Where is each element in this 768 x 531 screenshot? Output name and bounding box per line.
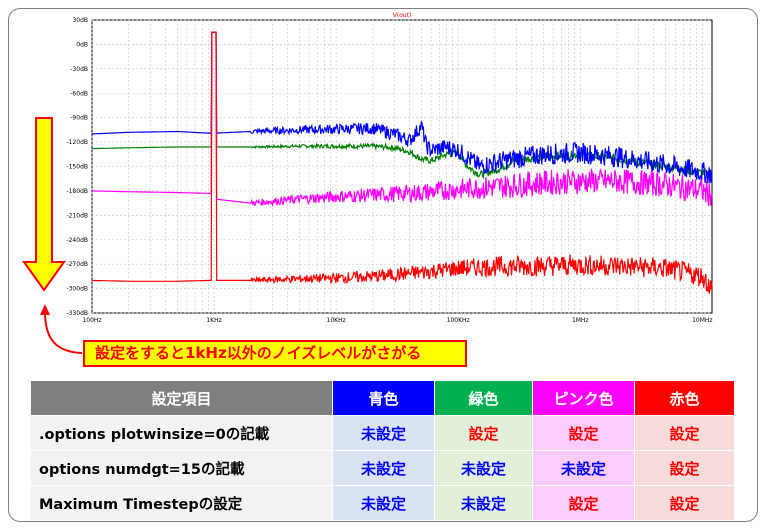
y-tick-label: 0dB (76, 41, 88, 48)
header-pink: ピンク色 (532, 380, 635, 416)
table-cell: 設定 (532, 485, 635, 521)
y-tick-label: -210dB (66, 212, 88, 219)
y-tick-label: -60dB (70, 90, 88, 97)
x-tick-label: 100Hz (82, 317, 101, 324)
y-tick-label: -330dB (66, 310, 88, 317)
table-header-row: 設定項目 青色 緑色 ピンク色 赤色 (30, 380, 735, 416)
down-arrow-icon (22, 117, 66, 292)
series-line (92, 31, 713, 208)
header-red: 赤色 (634, 380, 735, 416)
row-label: options numdgt=15の記載 (30, 450, 333, 486)
table-cell: 未設定 (332, 415, 435, 451)
series-line (92, 31, 713, 184)
chart-title: V(out) (393, 12, 412, 19)
settings-table: 設定項目 青色 緑色 ピンク色 赤色 .options plotwinsize=… (30, 380, 735, 521)
table-cell: 未設定 (532, 450, 635, 486)
table-cell: 未設定 (332, 485, 435, 521)
table-cell: 設定 (434, 415, 533, 451)
header-blue: 青色 (332, 380, 435, 416)
table-row: .options plotwinsize=0の記載 未設定 設定 設定 設定 (30, 415, 735, 451)
y-tick-label: -150dB (66, 164, 88, 171)
table-cell: 設定 (634, 450, 735, 486)
table-cell: 設定 (532, 415, 635, 451)
row-label: .options plotwinsize=0の記載 (30, 415, 333, 451)
header-green: 緑色 (434, 380, 533, 416)
table-cell: 未設定 (434, 450, 533, 486)
x-tick-label: 100KHz (447, 317, 470, 324)
row-label: Maximum Timestepの設定 (30, 485, 333, 521)
y-tick-label: -270dB (66, 261, 88, 268)
y-tick-label: -180dB (66, 188, 88, 195)
y-tick-label: -120dB (66, 139, 88, 146)
x-tick-label: 1KHz (206, 317, 221, 324)
callout-arrow-icon (44, 311, 83, 354)
header-item: 設定項目 (30, 380, 333, 416)
table-cell: 未設定 (434, 485, 533, 521)
table-cell: 未設定 (332, 450, 435, 486)
table-row: options numdgt=15の記載 未設定 未設定 未設定 設定 (30, 450, 735, 486)
x-tick-label: 1MHz (572, 317, 589, 324)
table-cell: 設定 (634, 415, 735, 451)
callout-arrowhead-icon (40, 304, 50, 315)
x-tick-label: 10MHz (692, 317, 712, 324)
y-tick-label: -240dB (66, 237, 88, 244)
series-line (91, 31, 713, 294)
table-cell: 設定 (634, 485, 735, 521)
callout-box: 設定をすると1kHz以外のノイズレベルがさがる (83, 340, 467, 367)
table-row: Maximum Timestepの設定 未設定 未設定 設定 設定 (30, 485, 735, 521)
x-tick-label: 10KHz (327, 317, 346, 324)
y-tick-label: -300dB (66, 286, 88, 293)
y-tick-label: 30dB (72, 17, 88, 24)
y-tick-label: -30dB (70, 66, 88, 73)
y-tick-label: -90dB (70, 115, 88, 122)
